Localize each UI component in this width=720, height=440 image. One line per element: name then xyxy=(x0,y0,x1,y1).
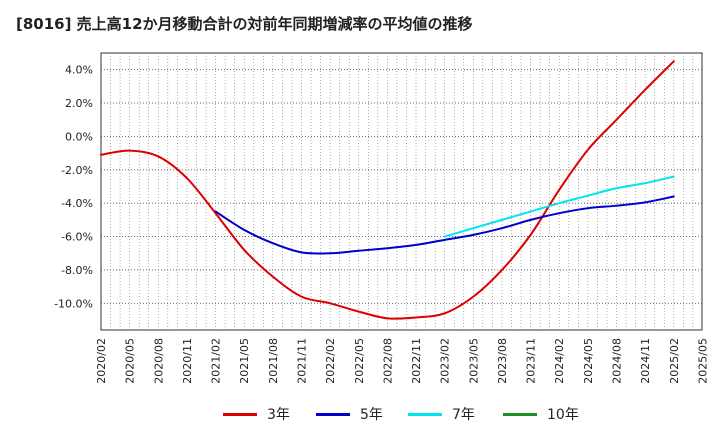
y-tick-label: 0.0% xyxy=(65,130,93,143)
legend-label-5y: 5年 xyxy=(360,407,383,423)
x-tick-label: 2020/05 xyxy=(124,338,137,384)
x-tick-label: 2023/11 xyxy=(525,338,538,384)
x-tick-label: 2020/08 xyxy=(152,338,165,384)
series-line-7y xyxy=(443,175,675,238)
legend-swatch-3y xyxy=(223,412,257,416)
legend-label-7y: 7年 xyxy=(452,407,475,423)
series-line-3y xyxy=(100,60,675,320)
x-tick-label: 2022/02 xyxy=(324,338,337,384)
x-tick-label: 2025/02 xyxy=(668,338,681,384)
x-tick-label: 2020/11 xyxy=(181,338,194,384)
y-tick-label: -4.0% xyxy=(61,197,93,210)
x-tick-label: 2023/08 xyxy=(496,338,509,384)
legend-item-7y: 7年 xyxy=(408,404,475,424)
x-tick-label: 2024/05 xyxy=(582,338,595,384)
x-tick-label: 2022/11 xyxy=(410,338,423,384)
y-tick-label: 2.0% xyxy=(65,97,93,110)
legend-item-5y: 5年 xyxy=(316,404,383,424)
x-tick-label: 2024/11 xyxy=(639,338,652,384)
x-tick-label: 2021/08 xyxy=(267,338,280,384)
legend-label-10y: 10年 xyxy=(547,407,579,423)
legend-swatch-10y xyxy=(503,412,537,416)
x-tick-label: 2021/02 xyxy=(210,338,223,384)
series-line-5y xyxy=(214,195,675,255)
x-tick-label: 2022/05 xyxy=(353,338,366,384)
y-tick-label: -10.0% xyxy=(54,297,93,310)
legend-item-10y: 10年 xyxy=(503,404,579,424)
x-tick-label: 2023/02 xyxy=(439,338,452,384)
x-tick-label: 2024/02 xyxy=(553,338,566,384)
plot-area xyxy=(100,52,703,331)
y-tick-label: -8.0% xyxy=(61,264,93,277)
legend: 3年 5年 7年 10年 xyxy=(0,400,720,430)
y-tick-label: -6.0% xyxy=(61,231,93,244)
y-tick-label: 4.0% xyxy=(65,64,93,77)
y-tick-label: -2.0% xyxy=(61,164,93,177)
chart-title: [8016] 売上高12か月移動合計の対前年同期増減率の平均値の推移 xyxy=(16,15,473,33)
x-tick-label: 2021/05 xyxy=(238,338,251,384)
legend-item-3y: 3年 xyxy=(223,404,290,424)
legend-swatch-7y xyxy=(408,412,442,416)
legend-label-3y: 3年 xyxy=(267,407,290,423)
legend-swatch-5y xyxy=(316,412,350,416)
x-tick-label: 2020/02 xyxy=(95,338,108,384)
x-tick-label: 2025/05 xyxy=(696,338,709,384)
x-tick-label: 2024/08 xyxy=(611,338,624,384)
x-tick-label: 2021/11 xyxy=(295,338,308,384)
x-tick-label: 2022/08 xyxy=(381,338,394,384)
x-tick-label: 2023/05 xyxy=(467,338,480,384)
